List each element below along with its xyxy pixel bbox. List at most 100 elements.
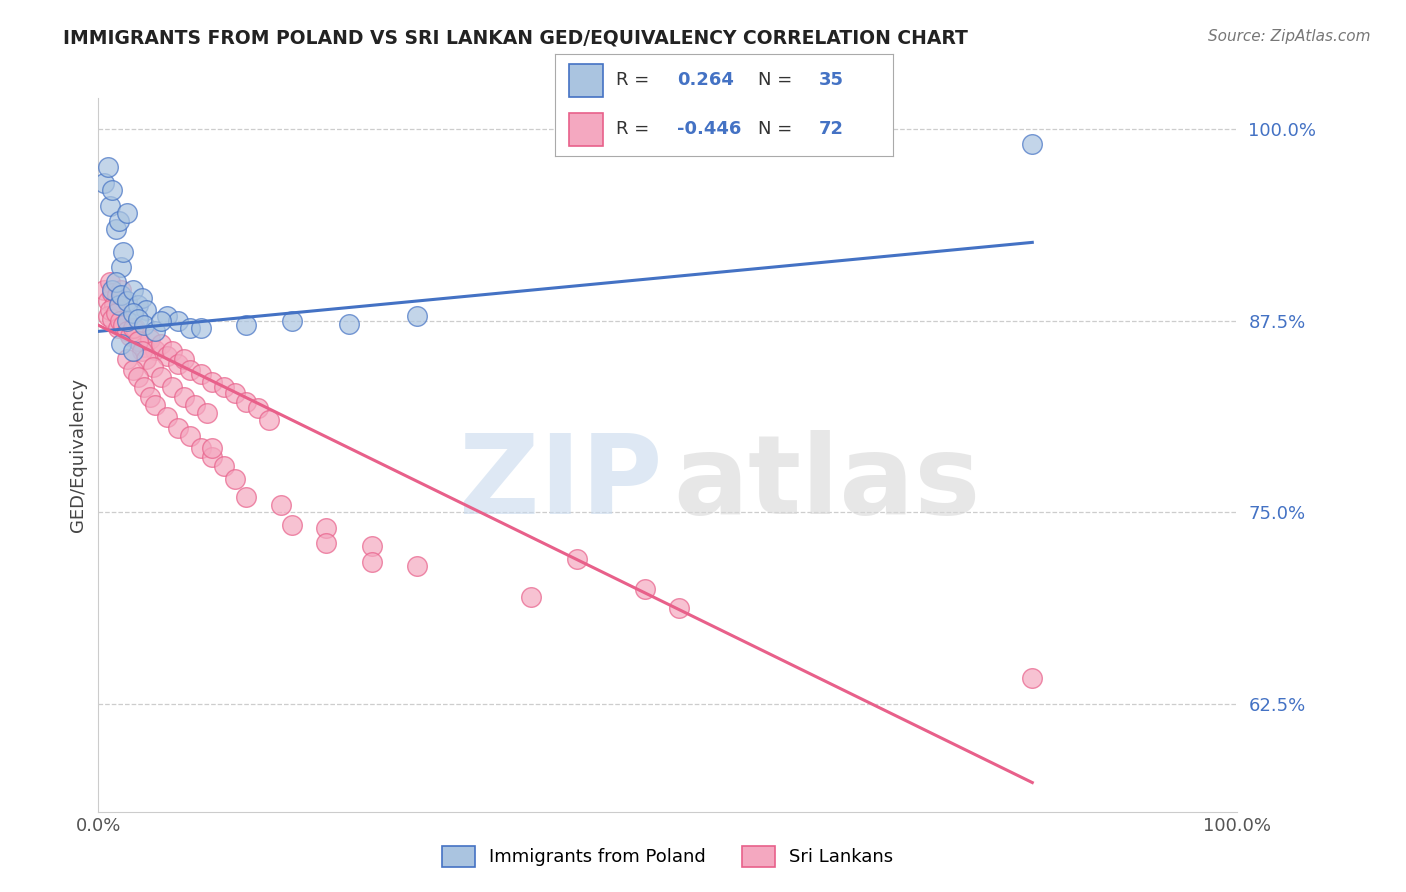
Point (235, 318, 257, 333)
Point (120, 329, 142, 343)
Point (104, 275, 127, 289)
Point (127, 298, 149, 312)
Y-axis label: GED/Equivalency: GED/Equivalency (69, 378, 87, 532)
Point (93, 176, 115, 190)
Point (179, 321, 201, 335)
Text: 35: 35 (818, 71, 844, 89)
Point (156, 349, 179, 363)
FancyBboxPatch shape (569, 113, 603, 145)
Point (96, 309, 118, 323)
Text: atlas: atlas (673, 430, 981, 537)
Point (195, 406, 218, 420)
Point (110, 287, 132, 301)
Point (201, 450, 224, 465)
Point (406, 309, 429, 323)
Point (103, 298, 125, 312)
Text: N =: N = (758, 120, 797, 138)
Text: N =: N = (758, 71, 797, 89)
Point (360, 539, 382, 553)
Point (101, 312, 124, 326)
Point (162, 344, 184, 359)
Point (101, 283, 124, 297)
Point (115, 206, 138, 220)
FancyBboxPatch shape (569, 64, 603, 96)
Point (167, 357, 190, 371)
Point (112, 318, 135, 333)
Point (108, 214, 131, 228)
Point (108, 313, 131, 327)
Point (132, 318, 155, 333)
Point (173, 390, 195, 404)
Point (131, 344, 153, 359)
Point (150, 313, 173, 327)
Point (212, 379, 235, 393)
Point (179, 363, 201, 377)
Point (179, 428, 201, 442)
Point (108, 302, 131, 317)
Point (132, 340, 155, 354)
Point (190, 441, 212, 455)
Point (156, 410, 179, 425)
Point (142, 359, 165, 374)
Point (104, 221, 127, 235)
Text: R =: R = (616, 120, 655, 138)
Point (127, 334, 149, 348)
Point (259, 413, 281, 427)
Text: 72: 72 (818, 120, 844, 138)
Point (98, 302, 121, 317)
Point (184, 398, 207, 412)
Point (156, 309, 179, 323)
Point (132, 379, 155, 393)
Point (634, 582, 657, 597)
Point (190, 321, 212, 335)
Point (115, 293, 138, 308)
Point (281, 517, 304, 532)
Point (112, 244, 135, 259)
Text: 0.264: 0.264 (676, 71, 734, 89)
Point (1021, 671, 1043, 685)
Point (235, 395, 257, 409)
Point (162, 379, 184, 393)
Point (107, 321, 129, 335)
Point (110, 283, 132, 297)
Point (108, 298, 131, 312)
Point (96, 293, 118, 308)
Point (115, 313, 138, 327)
Point (246, 401, 269, 416)
Point (135, 302, 157, 317)
Point (93, 283, 115, 297)
Point (201, 375, 224, 389)
Point (190, 368, 212, 382)
Point (565, 551, 588, 566)
Point (173, 351, 195, 366)
Point (121, 306, 143, 320)
Point (212, 459, 235, 474)
Point (105, 287, 128, 301)
Point (124, 321, 146, 335)
Point (104, 306, 127, 320)
Point (337, 317, 360, 331)
Point (110, 336, 132, 351)
Point (201, 441, 224, 455)
Point (121, 344, 143, 359)
Text: Source: ZipAtlas.com: Source: ZipAtlas.com (1208, 29, 1371, 44)
Point (520, 590, 543, 604)
Point (167, 421, 190, 435)
Point (360, 555, 382, 569)
Point (167, 313, 190, 327)
Point (98, 198, 121, 212)
Point (128, 334, 150, 348)
Point (315, 536, 337, 550)
Text: R =: R = (616, 71, 655, 89)
Point (150, 336, 173, 351)
Point (127, 312, 149, 326)
Point (101, 285, 124, 300)
Text: -0.446: -0.446 (676, 120, 741, 138)
Point (145, 343, 167, 357)
Text: IMMIGRANTS FROM POLAND VS SRI LANKAN GED/EQUIVALENCY CORRELATION CHART: IMMIGRANTS FROM POLAND VS SRI LANKAN GED… (63, 29, 969, 47)
Text: ZIP: ZIP (458, 430, 662, 537)
Point (96, 160, 118, 174)
Point (224, 385, 246, 400)
Point (121, 363, 143, 377)
Point (668, 600, 690, 615)
